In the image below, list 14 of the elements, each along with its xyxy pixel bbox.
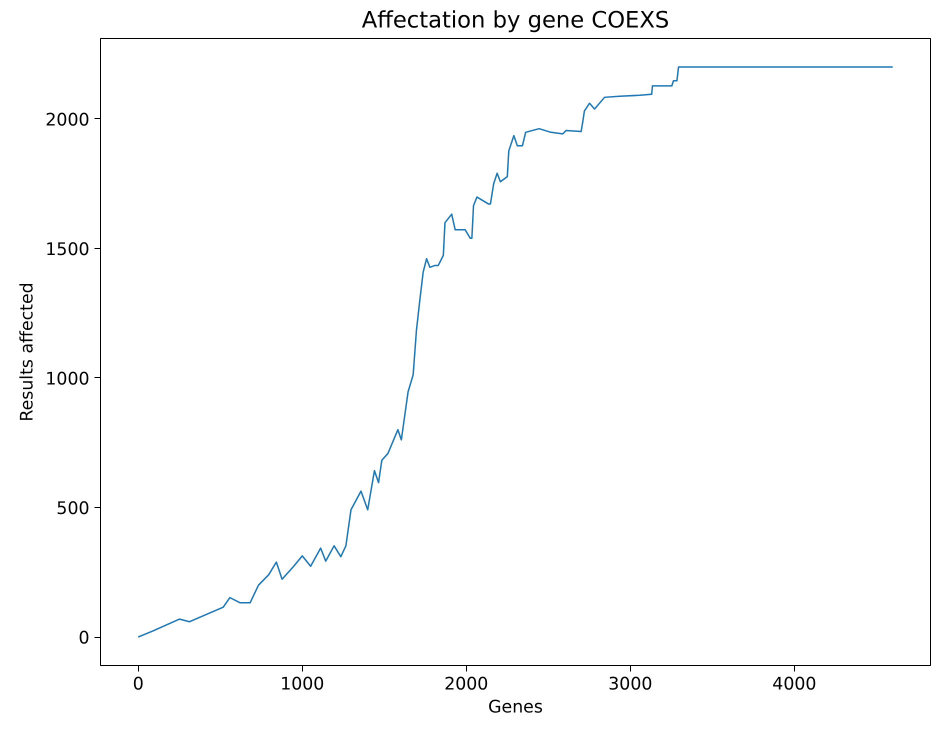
x-tick-label: 0 xyxy=(132,674,144,694)
y-tick-label: 500 xyxy=(56,498,90,519)
chart-title: Affectation by gene COEXS xyxy=(362,8,670,34)
x-axis-title: Genes xyxy=(488,698,543,718)
x-tick-label: 2000 xyxy=(444,674,488,694)
y-tick-label: 2000 xyxy=(45,110,90,130)
x-tick-label: 3000 xyxy=(608,674,652,694)
x-tick-label: 1000 xyxy=(280,674,324,694)
y-axis-title: Results affected xyxy=(17,282,38,422)
y-tick-label: 1500 xyxy=(45,240,90,260)
x-tick-label: 4000 xyxy=(772,674,816,694)
y-tick-label: 1000 xyxy=(45,369,90,390)
line-series xyxy=(137,66,894,638)
y-tick-label: 0 xyxy=(78,628,90,648)
